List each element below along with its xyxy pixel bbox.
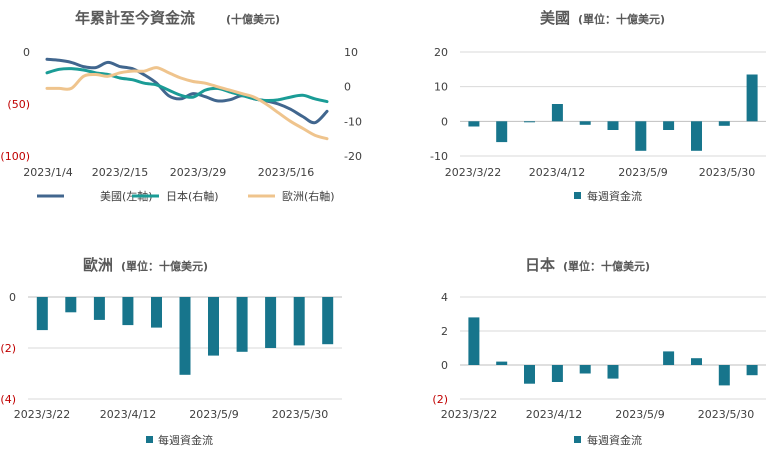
europe-y-tick-label: (4) <box>0 393 16 406</box>
japan-y-tick-label: 4 <box>441 291 448 304</box>
europe-bar <box>93 297 105 320</box>
europe-y-tick-label: 0 <box>9 291 16 304</box>
us-bar <box>718 121 730 126</box>
us-y-tick-label: 10 <box>434 81 448 94</box>
europe-bar <box>36 297 48 331</box>
ytd-left-tick-label: (50) <box>7 98 30 111</box>
europe-bar <box>179 297 191 375</box>
japan-bar <box>746 365 758 376</box>
us-x-tick-label: 2023/5/9 <box>618 166 667 179</box>
europe-x-tick-label: 2023/5/9 <box>189 408 238 421</box>
ytd-x-tick-label: 2023/1/4 <box>23 166 72 179</box>
japan-legend-label: 每週資金流 <box>587 433 642 447</box>
us-bar <box>691 121 702 151</box>
japan-x-tick-label: 2023/5/9 <box>615 408 664 421</box>
europe-bar <box>208 297 219 356</box>
japan-chart-title: 日本 <box>525 256 555 274</box>
europe-legend-label: 每週資金流 <box>158 433 213 447</box>
us-bar <box>746 74 758 122</box>
ytd-right-tick-label: -20 <box>344 150 362 163</box>
ytd-x-tick-label: 2023/5/16 <box>258 166 314 179</box>
japan-bar <box>468 317 480 365</box>
japan-bar <box>579 365 591 374</box>
ytd-chart-title: 年累計至今資金流 <box>75 9 195 27</box>
europe-x-tick-label: 2023/5/30 <box>272 408 328 421</box>
japan-y-tick-label: (2) <box>432 393 448 406</box>
ytd-legend-label: 美國(左軸) <box>100 189 153 203</box>
japan-bar <box>691 358 702 365</box>
us-bar <box>579 121 591 125</box>
ytd-left-tick-label: (100) <box>0 150 30 163</box>
europe-bar <box>65 297 77 313</box>
japan-x-tick-label: 2023/5/30 <box>698 408 754 421</box>
ytd-right-tick-label: 10 <box>344 46 358 59</box>
ytd-series-line-2 <box>45 67 329 104</box>
japan-bar <box>496 361 508 365</box>
us-chart-title: 美國 <box>540 9 570 27</box>
us-chart-subtitle: (單位：十億美元) <box>578 12 665 26</box>
europe-y-tick-label: (2) <box>0 342 16 355</box>
us-y-tick-label: 0 <box>441 115 448 128</box>
us-legend-swatch <box>574 192 581 199</box>
ytd-chart-subtitle: (十億美元) <box>226 12 280 26</box>
europe-bar <box>151 297 162 328</box>
us-legend-label: 每週資金流 <box>587 189 642 203</box>
japan-y-tick-label: 2 <box>441 325 448 338</box>
us-bar <box>524 121 535 123</box>
ytd-legend-label: 歐洲(右軸) <box>282 189 335 203</box>
ytd-series-line-3 <box>45 66 329 141</box>
us-x-tick-label: 2023/3/22 <box>445 166 501 179</box>
ytd-legend-label: 日本(右軸) <box>166 189 219 203</box>
us-y-tick-label: 20 <box>434 46 448 59</box>
us-bar <box>663 121 675 130</box>
us-y-tick-label: -10 <box>430 150 448 163</box>
japan-legend-swatch <box>574 436 581 443</box>
europe-bar <box>122 297 134 326</box>
japan-bar <box>551 365 563 382</box>
europe-legend-swatch <box>146 436 153 443</box>
europe-bar <box>322 297 334 345</box>
europe-chart-subtitle: (單位：十億美元) <box>121 259 208 273</box>
us-x-tick-label: 2023/5/30 <box>699 166 755 179</box>
japan-chart-subtitle: (單位：十億美元) <box>563 259 650 273</box>
ytd-x-tick-label: 2023/2/15 <box>92 166 148 179</box>
ytd-left-tick-label: 0 <box>23 46 30 59</box>
japan-bar <box>607 365 619 379</box>
us-bar <box>468 121 480 127</box>
us-bar <box>551 104 563 122</box>
japan-bar <box>718 365 730 386</box>
europe-bar <box>236 297 248 352</box>
us-bar <box>496 121 508 143</box>
ytd-right-tick-label: -10 <box>344 115 362 128</box>
ytd-series-line-1 <box>45 57 329 125</box>
europe-x-tick-label: 2023/3/22 <box>14 408 70 421</box>
us-bar <box>635 121 647 151</box>
us-bar <box>607 121 619 130</box>
europe-x-tick-label: 2023/4/12 <box>100 408 156 421</box>
europe-chart-title: 歐洲 <box>83 256 113 274</box>
japan-y-tick-label: 0 <box>441 359 448 372</box>
japan-bar <box>524 365 535 384</box>
europe-bar <box>265 297 277 348</box>
ytd-right-tick-label: 0 <box>344 81 351 94</box>
japan-x-tick-label: 2023/4/12 <box>526 408 582 421</box>
europe-bar <box>293 297 305 346</box>
japan-x-tick-label: 2023/3/22 <box>441 408 497 421</box>
japan-bar <box>663 351 675 365</box>
us-x-tick-label: 2023/4/12 <box>529 166 585 179</box>
ytd-x-tick-label: 2023/3/29 <box>170 166 226 179</box>
